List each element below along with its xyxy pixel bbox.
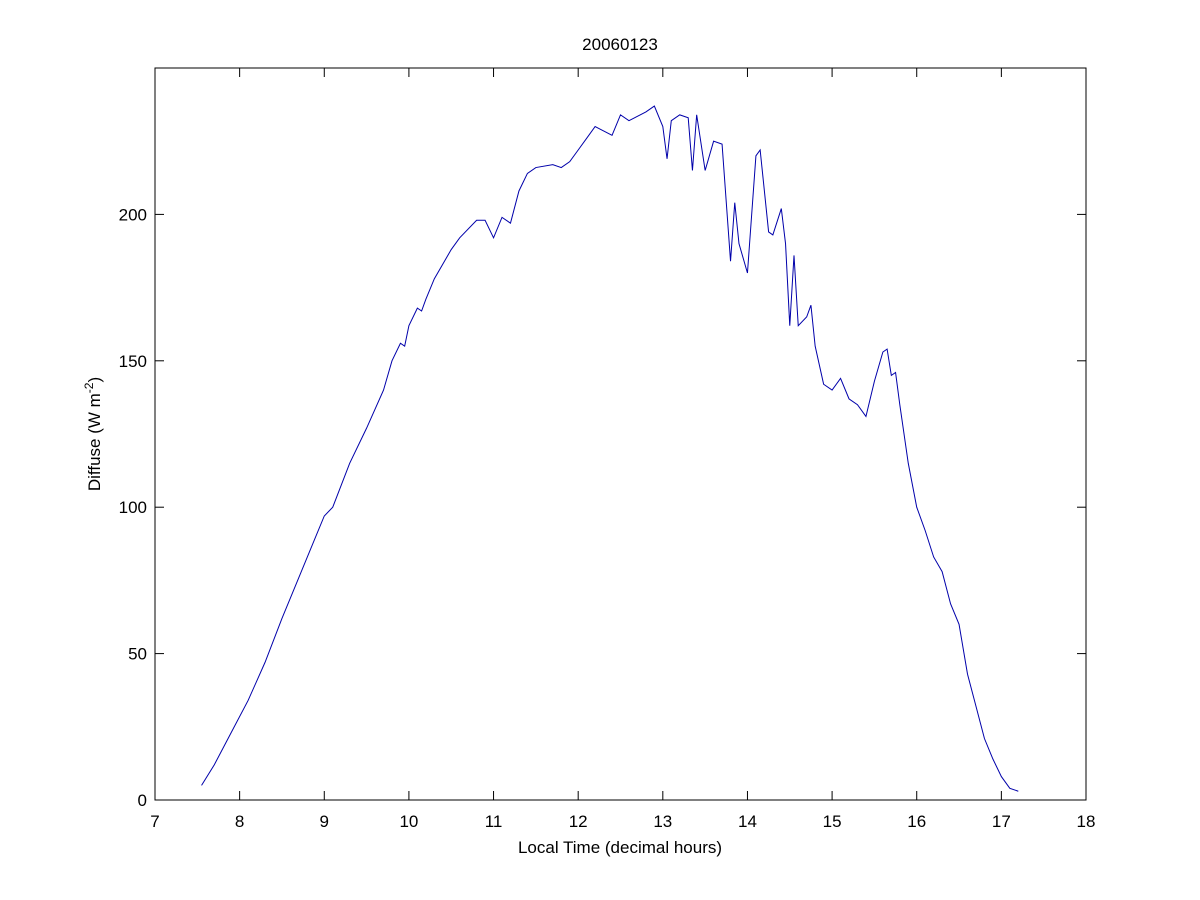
data-line (201, 105, 1019, 792)
y-label-suffix: ) (85, 377, 104, 383)
chart-title: 20060123 (582, 35, 658, 54)
x-tick-label: 15 (823, 812, 842, 831)
x-axis-label: Local Time (decimal hours) (518, 838, 722, 857)
x-tick-label: 7 (150, 812, 159, 831)
y-axis-label: Diffuse (W m-2) (82, 377, 104, 491)
x-tick-label: 12 (569, 812, 588, 831)
x-tick-label: 14 (738, 812, 757, 831)
x-tick-label: 11 (485, 812, 503, 831)
x-tick-label: 9 (320, 812, 329, 831)
x-tick-label: 17 (992, 812, 1011, 831)
x-tick-label: 18 (1077, 812, 1096, 831)
y-tick-label: 50 (128, 645, 147, 664)
y-label-superscript: -2 (82, 382, 96, 393)
y-label-text: Diffuse (W m (85, 393, 104, 491)
x-tick-label: 16 (907, 812, 926, 831)
y-tick-label: 150 (119, 352, 147, 371)
y-tick-label: 0 (138, 791, 147, 810)
y-tick-label: 100 (119, 498, 147, 517)
x-tick-label: 13 (653, 812, 672, 831)
plot-box (154, 67, 1087, 801)
x-tick-label: 8 (235, 812, 244, 831)
x-tick-label: 10 (399, 812, 418, 831)
y-tick-label: 200 (119, 205, 147, 224)
